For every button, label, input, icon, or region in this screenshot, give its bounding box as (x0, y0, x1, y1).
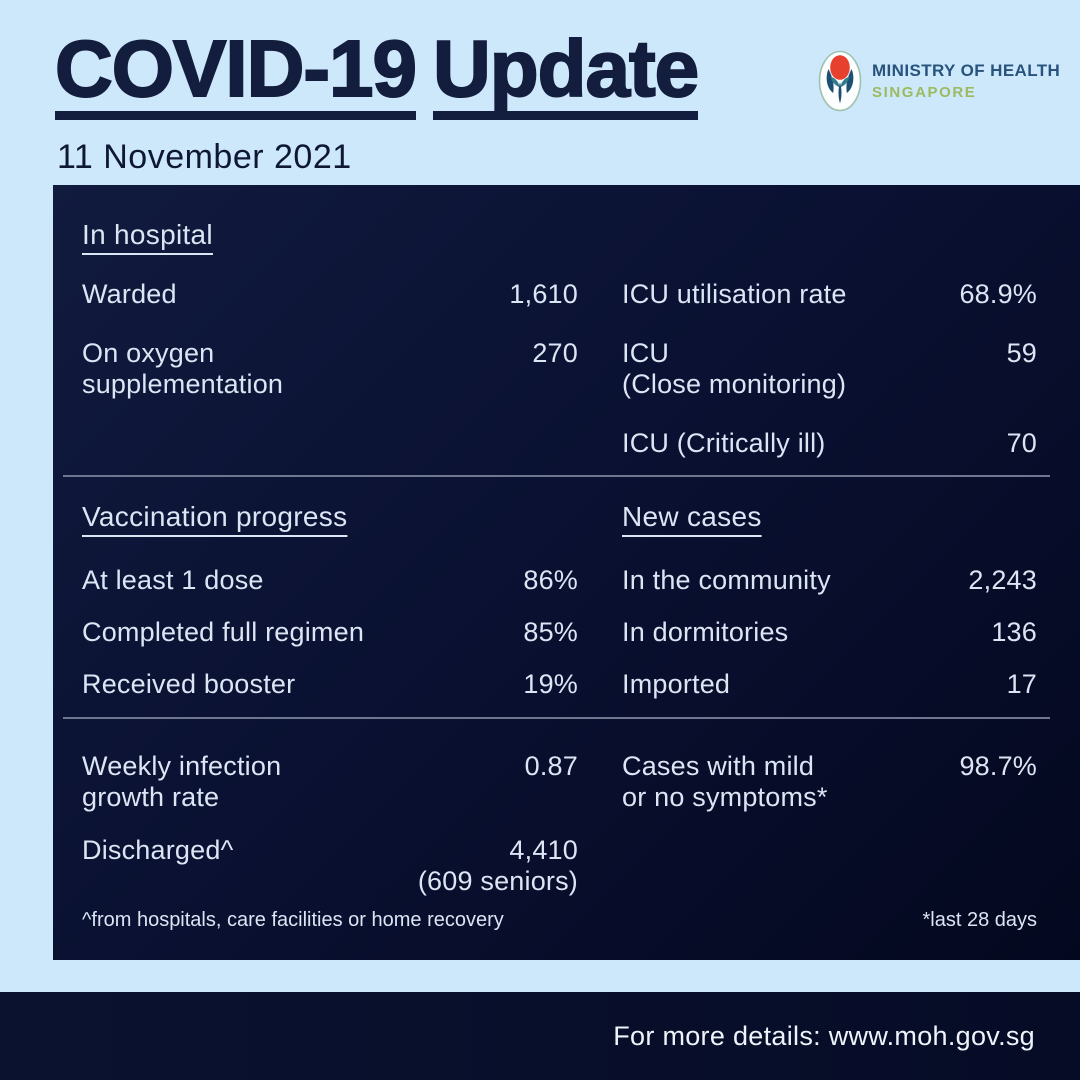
stat-value: 4,410 (609 seniors) (417, 835, 578, 896)
stat-label: ICU (Critically ill) (622, 428, 826, 458)
vaccination-newcases-section: Vaccination progress New cases At least … (82, 501, 1037, 700)
stat-label: Cases with mild or no symptoms* (622, 751, 828, 812)
stat-row-weekly-infection-growth-rate: Weekly infection growth rate 0.87 (82, 751, 578, 813)
report-date: 11 November 2021 (57, 138, 352, 176)
footnote-last-28-days: *last 28 days (922, 909, 1037, 931)
logo-ministry-of-health-label: MINISTRY OF HEALTH (872, 61, 1061, 80)
stat-label: Warded (82, 279, 177, 309)
stat-value: 85% (523, 617, 578, 647)
moh-flower-icon (818, 50, 862, 112)
stat-label: Completed full regimen (82, 617, 365, 647)
stat-value: 68.9% (959, 279, 1037, 309)
summary-section: Weekly infection growth rate 0.87 Cases … (82, 751, 1037, 897)
stat-value: 19% (523, 669, 578, 699)
in-hospital-section: Warded 1,610 ICU utilisation rate 68.9% … (82, 279, 1037, 459)
stat-value: 86% (523, 565, 578, 595)
title-word-covid19: COVID-19 (54, 27, 418, 121)
section-heading-cell: New cases (622, 501, 1037, 544)
section-heading-new-cases: New cases (622, 501, 762, 532)
stat-value: 98.7% (959, 751, 1037, 781)
stat-row-at-least-1-dose: At least 1 dose 86% (82, 565, 578, 596)
moh-logo: MINISTRY OF HEALTH SINGAPORE (818, 50, 1060, 112)
stat-row-on-oxygen: On oxygen supplementation 270 (82, 338, 578, 400)
logo-singapore-label: SINGAPORE (872, 84, 977, 101)
moh-logo-text: MINISTRY OF HEALTH SINGAPORE (872, 61, 1060, 101)
footer-details-text: For more details: www.moh.gov.sg (613, 1020, 1035, 1051)
stat-value: 59 (1006, 338, 1037, 368)
stat-label: ICU utilisation rate (622, 279, 847, 309)
stat-label: Received booster (82, 669, 296, 699)
stat-row-icu-utilisation: ICU utilisation rate 68.9% (622, 279, 1037, 310)
stat-label: On oxygen supplementation (82, 338, 284, 399)
section-divider (63, 717, 1050, 719)
stat-row-completed-full-regimen: Completed full regimen 85% (82, 617, 578, 648)
footer-bar: For more details: www.moh.gov.sg (0, 992, 1080, 1080)
stat-label: At least 1 dose (82, 565, 264, 595)
title-word-update: Update (432, 27, 700, 121)
section-heading-vaccination: Vaccination progress (82, 501, 348, 532)
spacer-cell (622, 835, 1037, 897)
stat-row-received-booster: Received booster 19% (82, 669, 578, 700)
stat-value: 270 (532, 338, 578, 368)
stat-value: 136 (991, 617, 1037, 647)
stat-value: 0.87 (524, 751, 578, 781)
stat-row-mild-or-no-symptoms: Cases with mild or no symptoms* 98.7% (622, 751, 1037, 813)
stat-row-in-the-community: In the community 2,243 (622, 565, 1037, 596)
spacer-cell (82, 428, 578, 459)
stat-row-imported: Imported 17 (622, 669, 1037, 700)
stat-label: Weekly infection growth rate (82, 751, 282, 812)
stat-row-icu-close-monitoring: ICU (Close monitoring) 59 (622, 338, 1037, 400)
page-title: COVID-19 Update (54, 27, 700, 121)
section-heading-in-hospital: In hospital (82, 219, 213, 250)
stat-row-warded: Warded 1,610 (82, 279, 578, 310)
stat-label: In the community (622, 565, 831, 595)
stat-value: 70 (1006, 428, 1037, 458)
stat-row-icu-critically-ill: ICU (Critically ill) 70 (622, 428, 1037, 459)
stat-label: In dormitories (622, 617, 789, 647)
footnotes-row: ^from hospitals, care facilities or home… (82, 907, 1037, 933)
stat-row-discharged: Discharged^ 4,410 (609 seniors) (82, 835, 578, 897)
stat-value: 1,610 (509, 279, 578, 309)
stat-label: Discharged^ (82, 835, 234, 865)
stat-row-in-dormitories: In dormitories 136 (622, 617, 1037, 648)
stat-value: 17 (1006, 669, 1037, 699)
section-heading-cell: Vaccination progress (82, 501, 578, 544)
stats-panel: In hospital Warded 1,610 ICU utilisation… (53, 185, 1080, 960)
section-divider (63, 475, 1050, 477)
stat-label: ICU (Close monitoring) (622, 338, 847, 399)
footnote-discharged: ^from hospitals, care facilities or home… (82, 909, 504, 931)
stat-label: Imported (622, 669, 731, 699)
stat-value: 2,243 (968, 565, 1037, 595)
